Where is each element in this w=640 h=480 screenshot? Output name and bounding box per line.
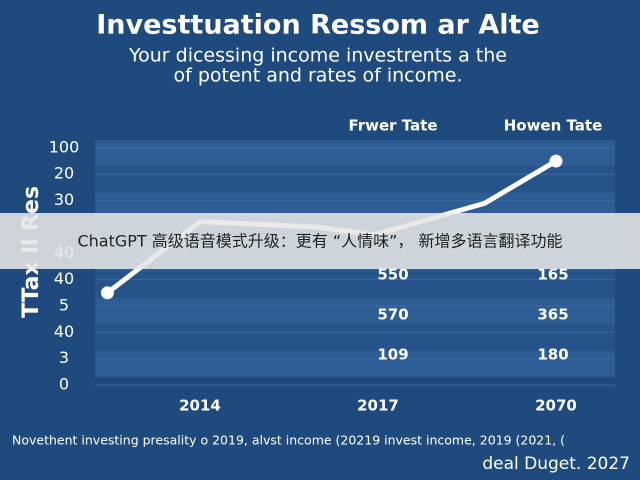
table-cell: 180 <box>537 346 568 364</box>
table-cell: 550 <box>377 266 408 284</box>
plot-band <box>95 350 615 378</box>
banner-text: ChatGPT 高级语音模式升级：更有 “人情味”， 新增多语言翻译功能 <box>77 232 562 251</box>
x-tick-label: 2070 <box>535 397 577 415</box>
footnote: Novethent investing presality o 2019, al… <box>12 433 565 448</box>
y-tick-label: 40 <box>54 269 74 288</box>
plot-band <box>95 298 615 325</box>
chart-title: Investtuation Ressom ar Alte <box>96 10 539 41</box>
chart-subtitle: Your dicessing income investrents a the <box>128 45 507 67</box>
plot-band <box>95 271 615 299</box>
y-tick-label: 5 <box>59 295 69 314</box>
table-cell: 109 <box>377 346 408 364</box>
chart-subtitle: of potent and rates of income. <box>173 65 462 87</box>
y-tick-label: 3 <box>59 348 69 367</box>
column-header: Frwer Tate <box>348 117 437 135</box>
banner <box>0 213 640 269</box>
table-cell: 165 <box>537 266 568 284</box>
y-tick-label: 0 <box>59 375 69 394</box>
y-tick-label: 30 <box>54 190 74 209</box>
x-tick-label: 2017 <box>357 397 399 415</box>
plot-band <box>95 324 615 351</box>
data-point <box>100 286 114 300</box>
table-cell: 570 <box>377 306 408 324</box>
data-point <box>549 154 563 168</box>
column-header: Howen Tate <box>504 117 603 135</box>
source: deal Duget. 2027 <box>482 454 630 474</box>
plot-band <box>95 140 615 167</box>
y-tick-label: 100 <box>49 137 80 156</box>
y-tick-label: 40 <box>54 322 74 341</box>
y-tick-label: 20 <box>54 164 74 183</box>
x-tick-label: 2014 <box>179 397 221 415</box>
table-cell: 365 <box>537 306 568 324</box>
